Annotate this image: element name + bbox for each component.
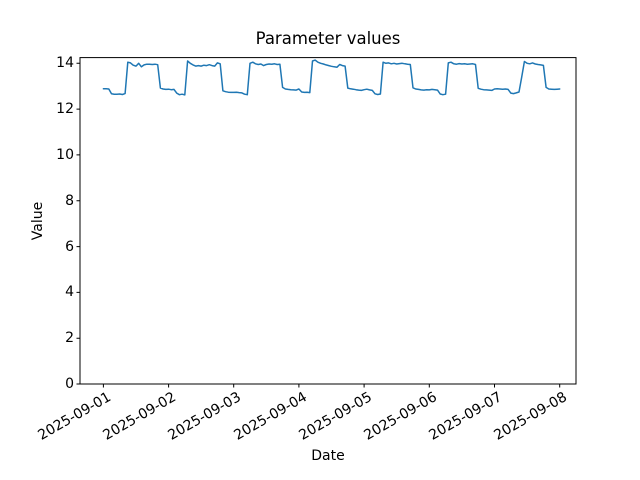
y-tick-label: 14: [56, 55, 74, 72]
y-tick-label: 8: [65, 192, 74, 209]
y-axis-label: Value: [30, 201, 46, 241]
y-tick-label: 4: [65, 284, 74, 301]
y-tick-label: 12: [56, 101, 74, 118]
y-tick-marks: [76, 62, 80, 385]
y-tick-label: 6: [65, 238, 74, 255]
chart-title: Parameter values: [255, 29, 401, 48]
x-tick-marks: [102, 384, 561, 388]
y-tick-label: 10: [56, 146, 74, 163]
y-tick-label: 0: [65, 376, 74, 392]
axes-frame: [79, 57, 577, 385]
y-tick-label: 2: [65, 330, 74, 347]
x-axis-label: Date: [311, 448, 345, 464]
data-line: [102, 59, 561, 96]
